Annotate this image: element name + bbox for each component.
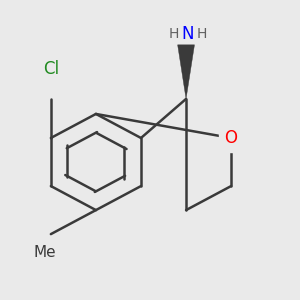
- Text: H: H: [197, 27, 207, 41]
- Text: Cl: Cl: [43, 60, 59, 78]
- Text: N: N: [181, 25, 194, 43]
- Text: Me: Me: [34, 245, 56, 260]
- Text: O: O: [225, 129, 238, 147]
- Text: H: H: [169, 27, 179, 41]
- Polygon shape: [178, 45, 194, 99]
